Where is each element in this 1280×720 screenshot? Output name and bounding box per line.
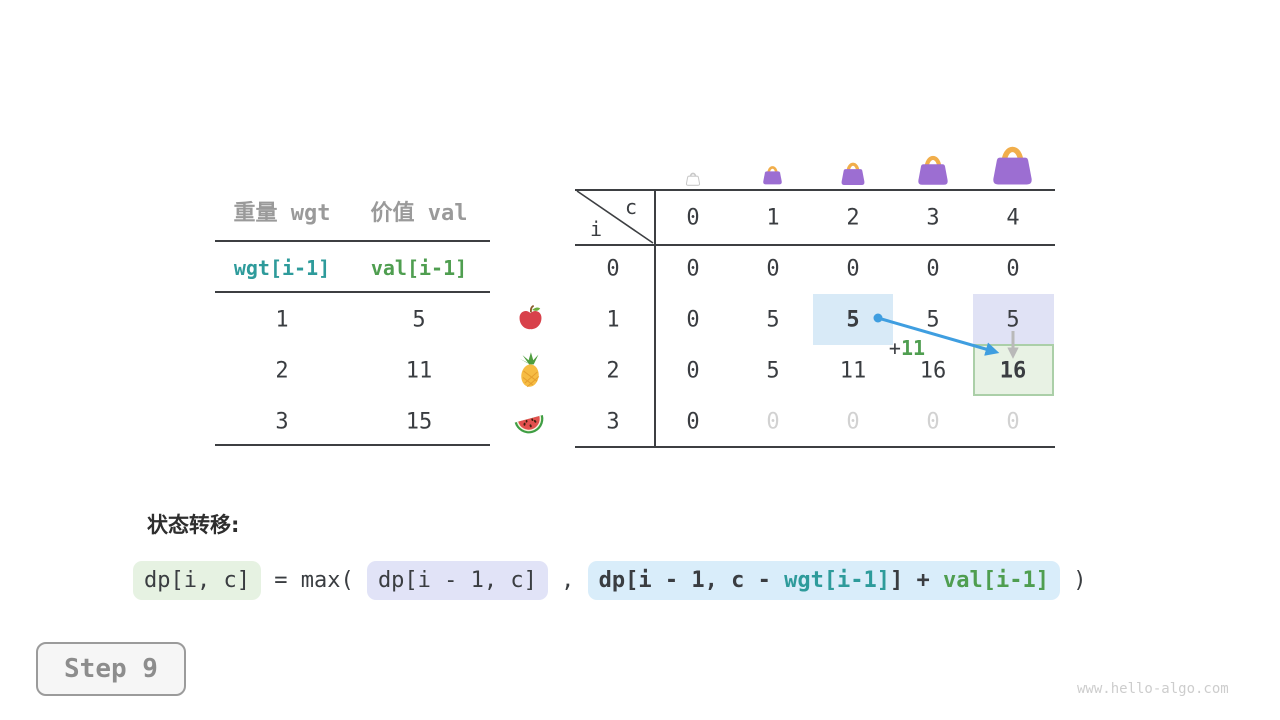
dp-table-rule-header (575, 244, 1055, 246)
items-index-wgt: wgt[i-1] (233, 256, 331, 280)
dp-row-header-2: 2 (606, 358, 620, 384)
dp-col-header-4: 4 (1006, 205, 1020, 231)
dp-cell-r2-c1: 5 (766, 358, 780, 384)
dp-cell-r0-c1: 0 (766, 256, 780, 282)
bag-icon-capacity-4 (989, 134, 1036, 186)
dp-row-header-1: 1 (606, 307, 620, 333)
bag-icon-capacity-3 (915, 146, 951, 186)
item-weight-2: 2 (275, 358, 289, 384)
item-value-2: 11 (405, 358, 433, 384)
dp-cell-r1-c1: 5 (766, 307, 780, 333)
take-wgt-term: wgt[i-1] (784, 568, 891, 593)
formula-lhs-pill: dp[i, c] (133, 561, 261, 600)
items-col-header-weight: 重量 wgt (233, 201, 331, 226)
item-weight-1: 1 (275, 307, 289, 333)
items-table-rule-bottom (215, 444, 490, 446)
dp-corner-row-var: i (589, 217, 603, 241)
dp-row-header-0: 0 (606, 256, 620, 282)
dp-table-rule-bottom (575, 446, 1055, 448)
dp-cell-r3-c3: 0 (926, 409, 940, 435)
item-value-1: 5 (412, 307, 426, 333)
dp-cell-r0-c4: 0 (1006, 256, 1020, 282)
formula-closing-paren: ) (1060, 568, 1087, 593)
items-index-val: val[i-1] (370, 256, 468, 280)
dp-col-header-0: 0 (686, 205, 700, 231)
dp-cell-r1-c4: 5 (1006, 307, 1020, 333)
take-val-term: val[i-1] (943, 568, 1049, 593)
plus-sign: + (888, 336, 901, 360)
dp-corner-col-var: c (624, 195, 638, 219)
transition-heading: 状态转移: (147, 513, 240, 537)
formula-comma: , (547, 568, 588, 593)
item-weight-3: 3 (275, 409, 289, 435)
items-col-header-value: 价值 val (370, 201, 468, 226)
dp-cell-r0-c2: 0 (846, 256, 860, 282)
dp-row-header-3: 3 (606, 409, 620, 435)
dp-cell-r2-c2: 11 (839, 358, 867, 384)
item-value-3: 15 (405, 409, 433, 435)
pineapple-icon (516, 352, 544, 388)
dp-col-header-1: 1 (766, 205, 780, 231)
transition-add-label: +11 (889, 336, 925, 360)
formula-keep-pill: dp[i - 1, c] (366, 561, 548, 600)
dp-col-header-3: 3 (926, 205, 940, 231)
formula-operator: = max( (260, 568, 367, 593)
dp-cell-r2-c3: 16 (919, 358, 947, 384)
dp-table-rule-top (575, 189, 1055, 191)
dp-header-diagonal (576, 190, 654, 244)
take-mid: ] + (890, 568, 944, 593)
dp-table-rule-vertical (654, 189, 656, 448)
added-value: 11 (900, 336, 926, 360)
dp-cell-r1-c0: 0 (686, 307, 700, 333)
bag-icon-capacity-2 (839, 155, 867, 186)
items-table-rule-mid (215, 291, 490, 293)
dp-cell-r1-c2: 5 (846, 307, 860, 333)
dp-cell-r1-c3: 5 (926, 307, 940, 333)
items-table-rule-top (215, 240, 490, 242)
apple-icon (517, 304, 544, 331)
dp-cell-r0-c0: 0 (686, 256, 700, 282)
dp-col-header-2: 2 (846, 205, 860, 231)
dp-cell-r3-c0: 0 (686, 409, 700, 435)
formula-take-pill: dp[i - 1, c - wgt[i-1]] + val[i-1] (587, 561, 1060, 600)
watermelon-icon (511, 406, 547, 437)
watermark: www.hello-algo.com (1077, 681, 1229, 697)
dp-cell-r3-c1: 0 (766, 409, 780, 435)
dp-cell-r3-c2: 0 (846, 409, 860, 435)
bag-ghost-icon (685, 168, 701, 186)
dp-cell-r2-c4: 16 (999, 358, 1027, 384)
transition-formula: dp[i, c] = max( dp[i - 1, c] , dp[i - 1,… (133, 561, 1087, 600)
step-button[interactable]: Step 9 (36, 642, 186, 696)
dp-cell-r3-c4: 0 (1006, 409, 1020, 435)
take-prefix: dp[i - 1, c - (598, 568, 785, 593)
dp-cell-r2-c0: 0 (686, 358, 700, 384)
bag-icon-capacity-1 (761, 160, 784, 185)
dp-cell-r0-c3: 0 (926, 256, 940, 282)
